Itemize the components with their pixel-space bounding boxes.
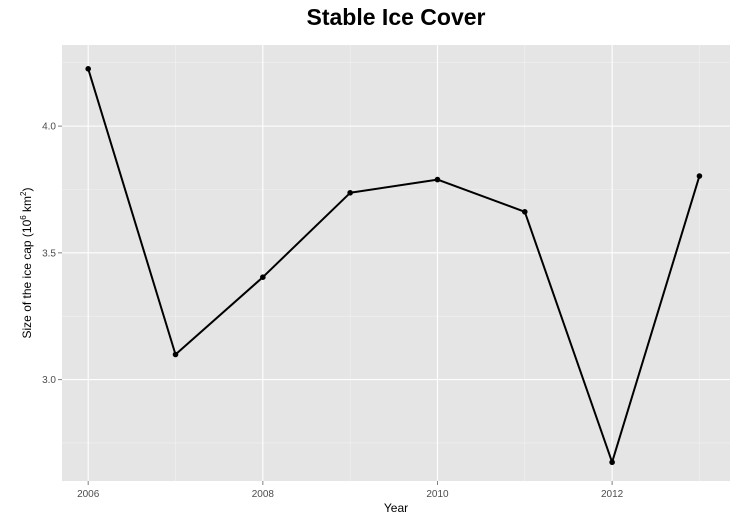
series-line	[87, 68, 701, 464]
data-point	[347, 189, 353, 196]
y-tick-label: 3.0	[42, 375, 56, 386]
data-point	[434, 176, 441, 183]
chart-title: Stable Ice Cover	[306, 4, 486, 30]
x-tick-label: 2008	[252, 489, 275, 500]
y-axis-title-prefix: Size of the ice cap (10	[20, 219, 34, 338]
x-tick-label: 2012	[601, 489, 624, 500]
y-axis-title-suffix: )	[20, 188, 34, 192]
x-axis-ticks: 2006 2008 2010 2012	[77, 481, 624, 500]
y-axis-title-exponent-2: 2	[19, 191, 28, 196]
data-point	[696, 173, 703, 179]
x-tick-label: 2010	[426, 489, 449, 500]
x-tick-label: 2006	[77, 489, 100, 500]
plot-panel	[62, 45, 730, 481]
data-point	[260, 274, 266, 280]
data-point	[609, 459, 615, 466]
y-axis-title: Size of the ice cap (106 km2)	[19, 188, 34, 339]
series-ice-cap	[85, 66, 703, 466]
y-axis-title-exponent-1: 6	[19, 215, 28, 220]
y-axis-ticks: 3.0 3.5 4.0	[42, 122, 62, 386]
data-point	[172, 351, 179, 358]
minor-gridlines	[62, 45, 730, 481]
y-tick-label: 3.5	[42, 248, 56, 259]
major-gridlines	[62, 45, 730, 481]
y-axis-title-unit: km	[20, 196, 34, 215]
data-point	[85, 66, 91, 72]
y-tick-label: 4.0	[42, 122, 56, 133]
data-point	[521, 208, 528, 215]
x-axis-title: Year	[384, 501, 408, 515]
